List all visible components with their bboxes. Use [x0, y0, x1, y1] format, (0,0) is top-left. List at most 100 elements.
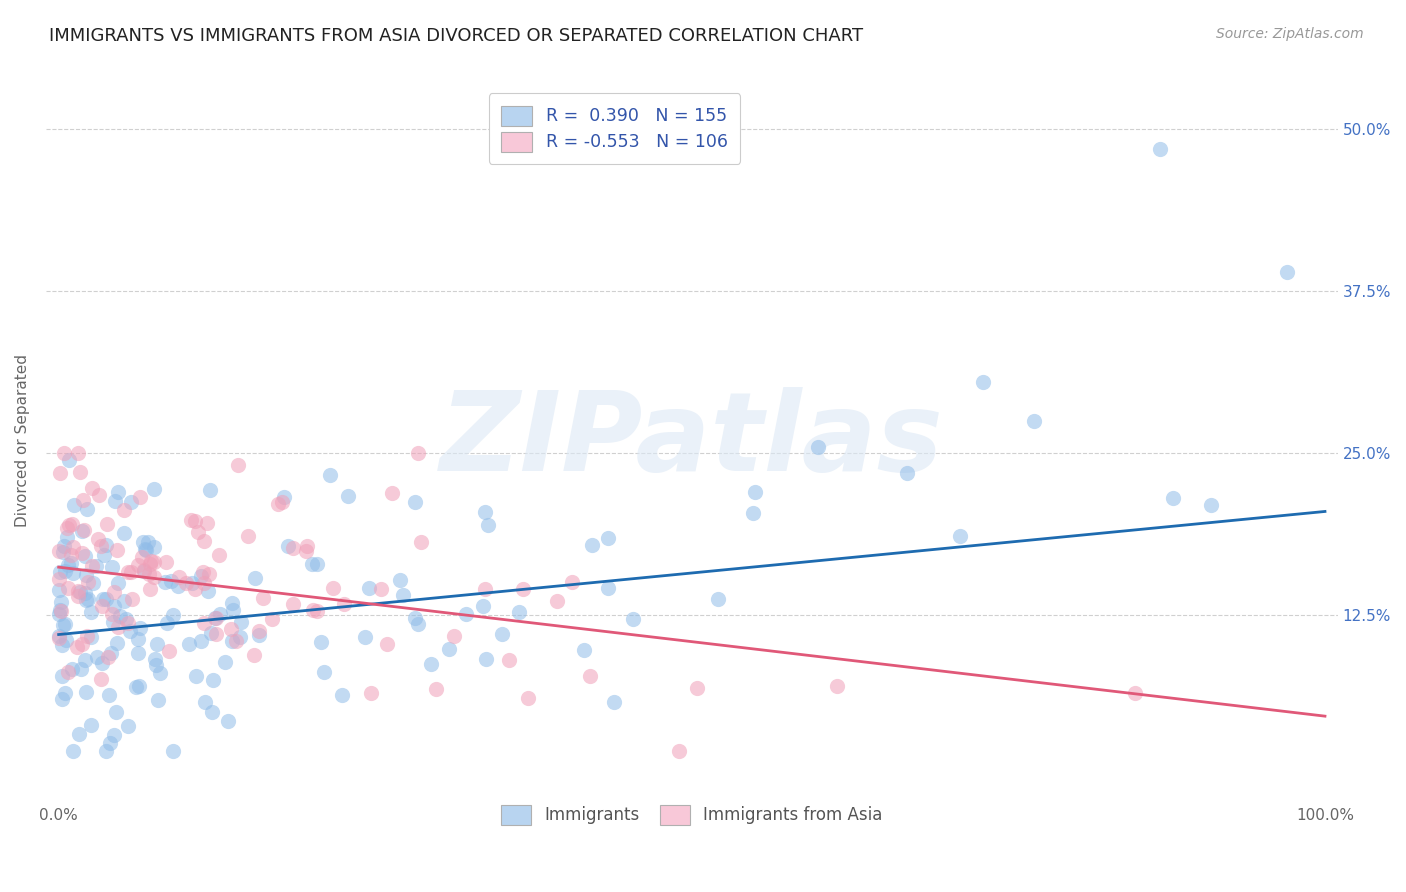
Point [132, 563, 155, 577]
Point [204, 627, 226, 641]
Point [103, 728, 125, 742]
Point [1275, 265, 1298, 279]
Text: Source: ZipAtlas.com: Source: ZipAtlas.com [1216, 27, 1364, 41]
Point [76, 629, 98, 643]
Point [409, 535, 432, 549]
Point [271, 495, 294, 509]
Point [84, 558, 107, 573]
Point [69, 585, 91, 599]
Point [225, 634, 247, 648]
Point [73, 586, 96, 600]
Point [139, 557, 162, 571]
Point [67, 727, 90, 741]
Point [252, 591, 274, 605]
Point [322, 581, 344, 595]
Point [574, 642, 596, 657]
Point [333, 597, 356, 611]
Point [825, 679, 848, 693]
Point [131, 549, 153, 564]
Point [179, 637, 201, 651]
Point [127, 646, 149, 660]
Point [49, 565, 72, 579]
Point [49, 603, 72, 617]
Point [67, 590, 90, 604]
Point [82, 575, 104, 590]
Point [193, 534, 215, 549]
Point [142, 570, 165, 584]
Point [143, 540, 166, 554]
Point [477, 517, 499, 532]
Point [105, 635, 128, 649]
Point [56, 665, 79, 679]
Point [200, 625, 222, 640]
Point [214, 655, 236, 669]
Point [145, 637, 167, 651]
Point [80, 558, 103, 573]
Point [621, 612, 644, 626]
Point [101, 607, 124, 622]
Point [217, 714, 239, 729]
Point [146, 692, 169, 706]
Point [145, 657, 167, 672]
Point [149, 666, 172, 681]
Point [91, 656, 114, 670]
Point [59, 548, 82, 562]
Point [75, 685, 97, 699]
Point [357, 581, 380, 595]
Point [167, 570, 190, 584]
Point [142, 482, 165, 496]
Point [517, 691, 540, 706]
Point [80, 605, 103, 619]
Point [90, 540, 112, 554]
Point [247, 624, 270, 639]
Point [404, 495, 426, 509]
Point [283, 541, 305, 555]
Point [80, 718, 103, 732]
Point [475, 652, 498, 666]
Point [66, 640, 89, 654]
Point [156, 615, 179, 630]
Point [120, 566, 142, 580]
Point [98, 688, 121, 702]
Point [58, 453, 80, 467]
Point [243, 571, 266, 585]
Point [134, 542, 156, 557]
Point [972, 375, 994, 389]
Point [52, 618, 75, 632]
Point [512, 582, 534, 597]
Point [69, 466, 91, 480]
Point [53, 616, 76, 631]
Point [312, 665, 335, 679]
Legend: Immigrants, Immigrants from Asia: Immigrants, Immigrants from Asia [491, 796, 893, 835]
Point [180, 513, 202, 527]
Point [90, 599, 112, 614]
Point [375, 636, 398, 650]
Point [229, 615, 252, 629]
Point [707, 591, 730, 606]
Point [97, 649, 120, 664]
Point [508, 606, 530, 620]
Text: ZIPatlas: ZIPatlas [440, 387, 943, 493]
Point [62, 744, 84, 758]
Point [302, 603, 325, 617]
Point [58, 518, 80, 533]
Point [741, 506, 763, 520]
Point [94, 591, 117, 606]
Point [77, 591, 100, 606]
Point [48, 607, 70, 621]
Point [110, 609, 132, 624]
Point [66, 446, 89, 460]
Point [221, 633, 243, 648]
Point [94, 538, 117, 552]
Point [209, 607, 232, 622]
Point [221, 596, 243, 610]
Point [72, 493, 94, 508]
Point [103, 585, 125, 599]
Point [197, 584, 219, 599]
Text: IMMIGRANTS VS IMMIGRANTS FROM ASIA DIVORCED OR SEPARATED CORRELATION CHART: IMMIGRANTS VS IMMIGRANTS FROM ASIA DIVOR… [49, 27, 863, 45]
Point [80, 481, 103, 495]
Point [226, 458, 249, 473]
Point [91, 591, 114, 606]
Point [62, 566, 84, 580]
Point [204, 611, 226, 625]
